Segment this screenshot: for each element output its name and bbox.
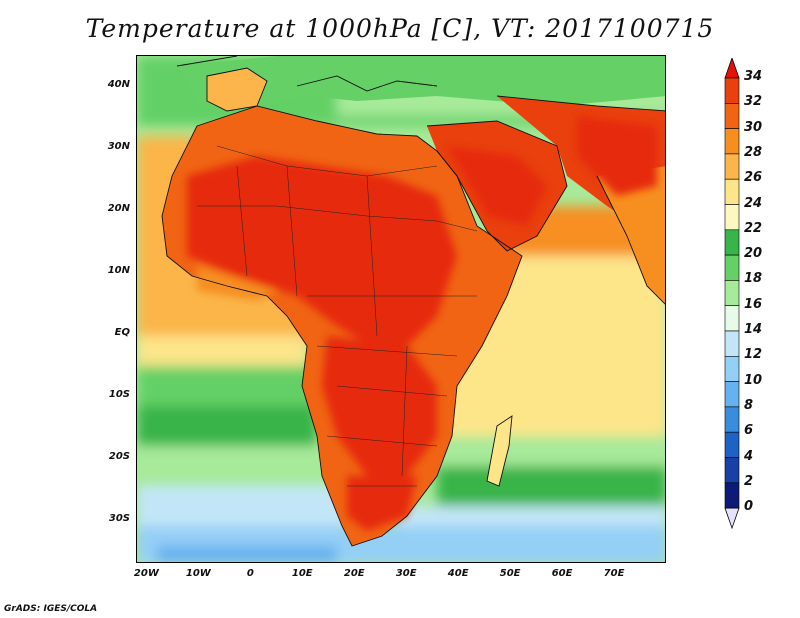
colorbar-segment (724, 178, 740, 205)
colorbar-level-label: 18 (744, 271, 763, 287)
colorbar-segment (724, 406, 740, 433)
colorbar-segment (724, 204, 740, 231)
coastlines (161, 56, 665, 547)
colorbar-level-label: 4 (744, 448, 754, 464)
colorbar-segment (724, 229, 740, 256)
colorbar-level-label: 12 (744, 347, 763, 363)
latitude-tick-label: 30S (108, 512, 130, 524)
colorbar-segment (724, 280, 740, 306)
colorbar-segment (724, 153, 740, 180)
longitude-tick-label: 30E (395, 568, 417, 579)
india-land (597, 166, 665, 304)
europe-land (177, 56, 665, 111)
colorbar-bottom-arrow (724, 507, 740, 530)
colorbar (724, 58, 740, 530)
latitude-tick-label: 10S (108, 388, 130, 400)
longitude-tick-label: 10E (291, 568, 313, 579)
latitude-tick-label: 30N (107, 140, 130, 152)
colorbar-level-label: 14 (744, 322, 763, 337)
colorbar-level-label: 24 (744, 195, 763, 211)
latitude-tick-label: 20N (107, 202, 130, 214)
temperature-map (137, 56, 665, 562)
latitude-tick-label: 10N (107, 264, 130, 276)
latitude-tick-label: 40N (107, 78, 130, 90)
latitude-tick-label: EQ (114, 326, 130, 338)
longitude-tick-label: 40E (447, 568, 469, 579)
iberia-land (207, 68, 267, 111)
madagascar-land (487, 416, 512, 486)
colorbar-segment (724, 355, 740, 382)
colorbar-level-label: 34 (744, 69, 763, 84)
colorbar-segment (724, 305, 740, 332)
colorbar-segment (724, 381, 740, 408)
colorbar-level-label: 8 (744, 397, 754, 413)
latitude-tick-label: 20S (108, 450, 130, 462)
colorbar-level-label: 10 (744, 372, 763, 388)
colorbar-level-label: 0 (744, 499, 754, 515)
colorbar-segment (724, 102, 740, 129)
credit-text: GrADS: IGES/COLA (4, 604, 98, 614)
map-panel (136, 55, 666, 563)
colorbar-segment (724, 128, 740, 155)
colorbar-segment (724, 431, 740, 458)
longitude-tick-label: 50E (499, 568, 521, 579)
colorbar-segment (724, 457, 740, 484)
colorbar-segment (724, 77, 740, 104)
colorbar-level-label: 16 (744, 296, 763, 312)
colorbar-top-arrow (724, 58, 740, 79)
longitude-tick-label: 0 (246, 568, 254, 579)
country-borders (197, 145, 478, 487)
longitude-tick-label: 20E (343, 568, 365, 579)
colorbar-level-label: 26 (744, 170, 763, 186)
longitude-tick-label: 20W (133, 568, 159, 579)
colorbar-segment (724, 330, 740, 357)
colorbar-level-label: 30 (744, 119, 763, 135)
colorbar-level-label: 22 (744, 220, 763, 236)
colorbar-level-label: 20 (744, 246, 763, 262)
longitude-tick-label: 60E (551, 568, 573, 579)
colorbar-level-label: 32 (744, 94, 763, 110)
colorbar-segment (724, 482, 740, 509)
longitude-tick-label: 70E (603, 568, 625, 579)
colorbar-level-label: 6 (744, 423, 754, 439)
map-title: Temperature at 1000hPa [C], VT: 20171007… (85, 14, 715, 43)
longitude-tick-label: 10W (185, 568, 211, 579)
colorbar-level-label: 2 (744, 473, 754, 489)
colorbar-segment (724, 254, 740, 281)
colorbar-level-label: 28 (744, 144, 763, 160)
